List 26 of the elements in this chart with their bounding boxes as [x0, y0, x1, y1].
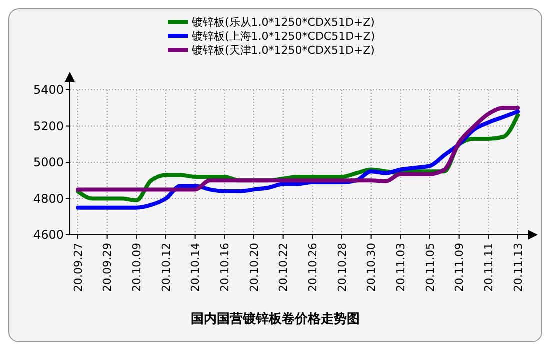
x-tick-label: 20.10.14: [189, 243, 202, 292]
x-tick-label: 20.09.29: [101, 243, 114, 292]
x-tick-label: 20.10.30: [365, 243, 378, 292]
x-tick-label: 20.11.05: [424, 243, 437, 292]
x-tick-label: 20.10.09: [130, 243, 144, 292]
x-tick-label: 20.10.28: [336, 243, 349, 292]
x-tick-label: 20.10.12: [160, 243, 173, 292]
x-tick-label: 20.10.26: [306, 243, 320, 292]
y-tick-label: 5000: [33, 156, 64, 170]
legend-label: 镀锌板(上海1.0*1250*CDC51D+Z): [191, 30, 376, 43]
y-tick-label: 4600: [33, 228, 64, 242]
x-tick-label: 20.10.20: [248, 243, 261, 292]
x-tick-label: 20.11.03: [394, 243, 408, 292]
y-tick-label: 4800: [33, 192, 64, 206]
legend-label: 镀锌板(乐从1.0*1250*CDX51D+Z): [191, 16, 375, 29]
line-series: [76, 106, 520, 192]
x-tick-label: 20.11.11: [482, 243, 496, 292]
x-tick-label: 20.10.22: [277, 243, 290, 292]
y-tick-label: 5200: [33, 119, 64, 134]
x-tick-label: 20.11.09: [453, 243, 466, 292]
x-tick-label: 20.09.27: [72, 243, 85, 292]
x-tick-label: 20.11.13: [512, 243, 525, 292]
x-tick-label: 20.10.16: [218, 243, 232, 292]
legend-label: 镀锌板(天津1.0*1250*CDX51D+Z): [191, 44, 375, 57]
y-tick-label: 5400: [33, 83, 64, 98]
text: 国内国营镀锌板卷价格走势图: [191, 311, 360, 327]
